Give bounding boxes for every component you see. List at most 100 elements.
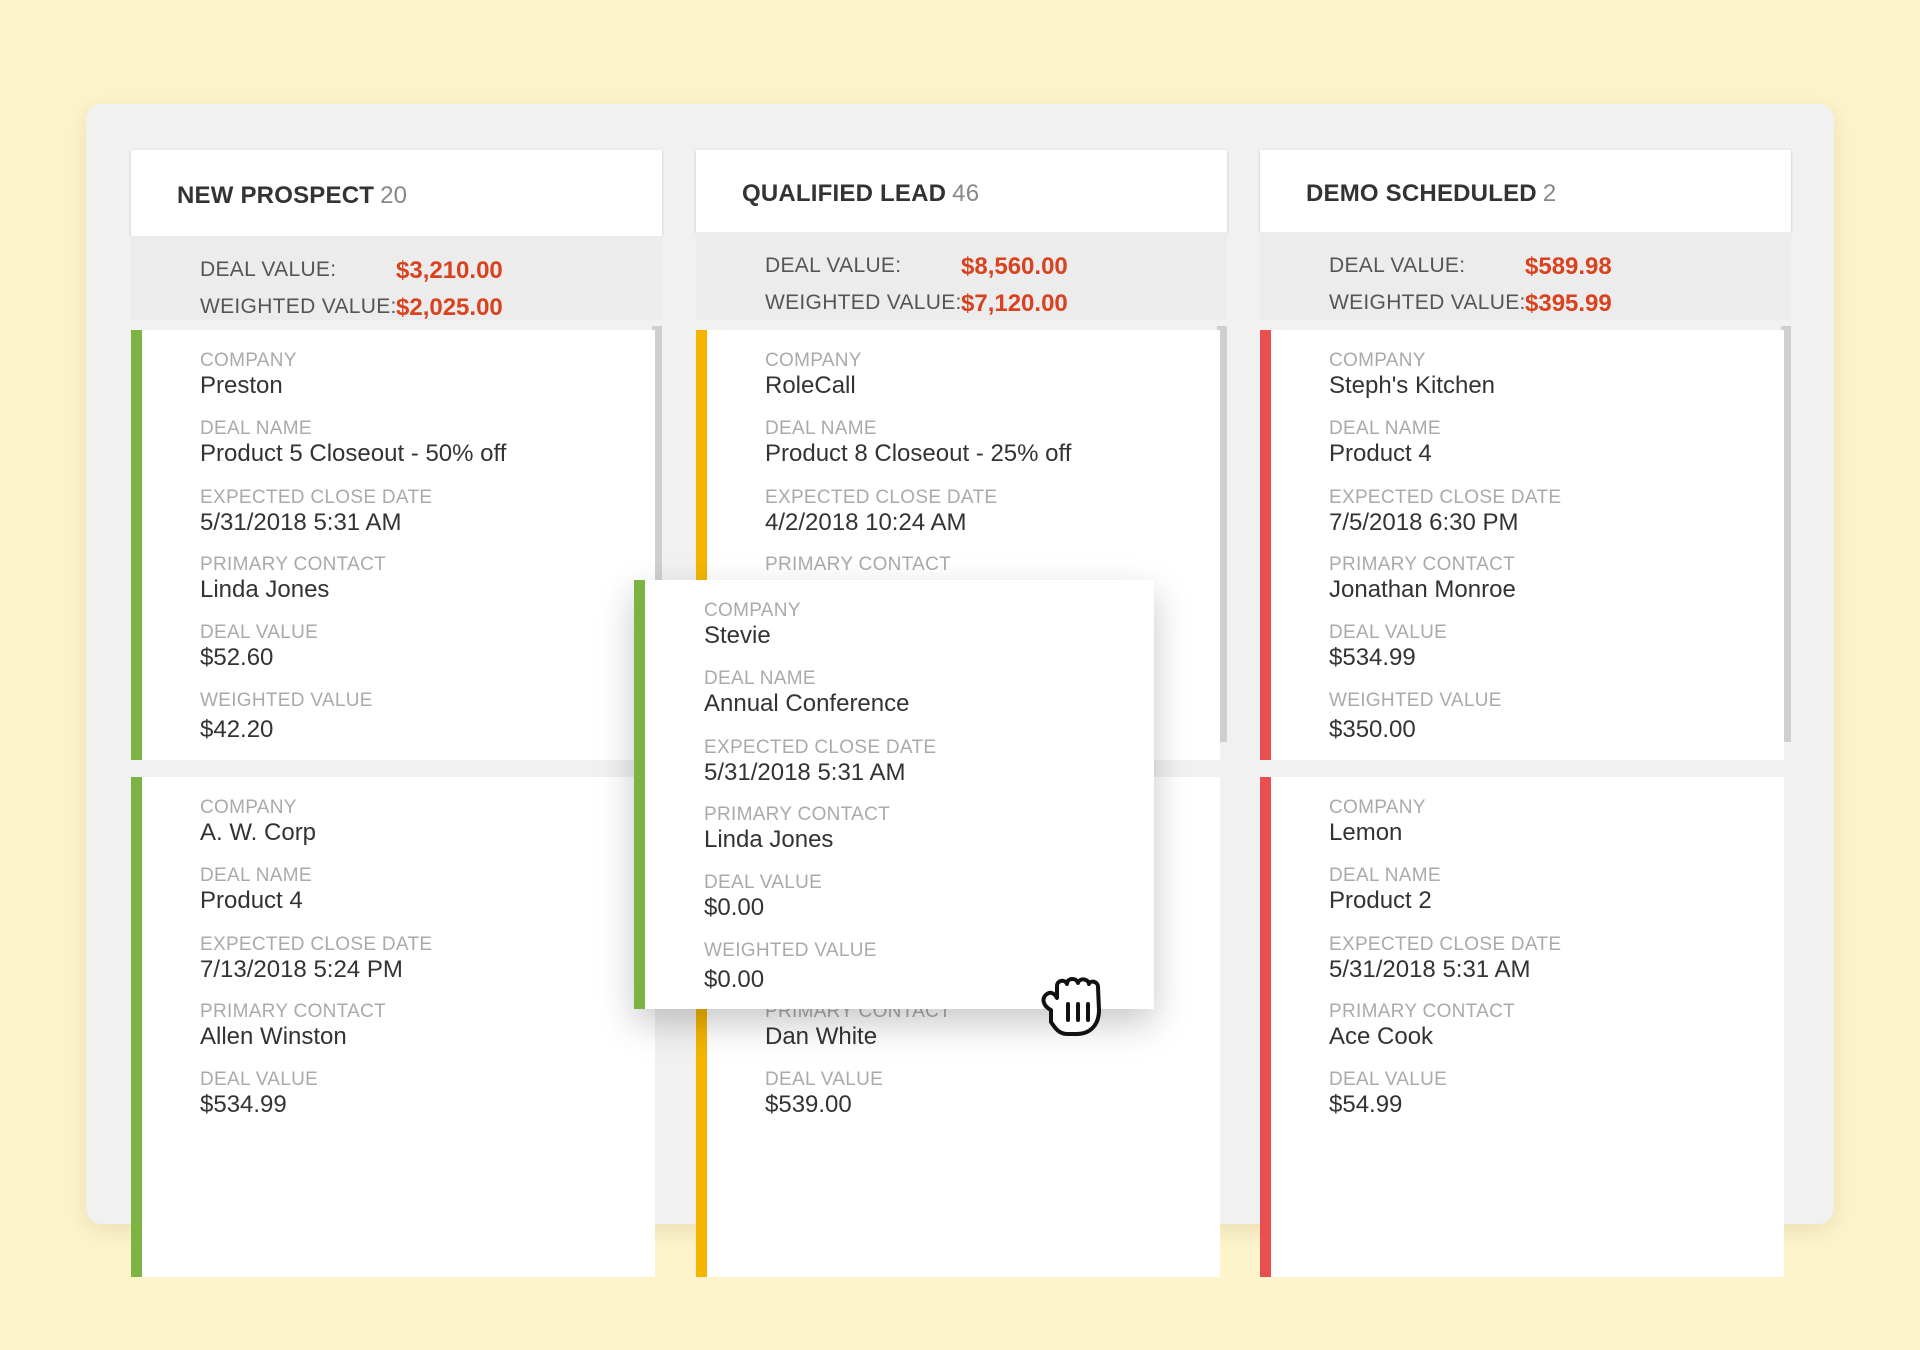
column-header[interactable]: NEW PROSPECT 20 <box>131 150 662 236</box>
close-date-label: EXPECTED CLOSE DATE <box>200 487 433 508</box>
card-deal-value-label: DEAL VALUE <box>704 872 823 893</box>
deal-value-field: DEAL VALUE $534.99 <box>200 1069 318 1119</box>
close-date-label: EXPECTED CLOSE DATE <box>1329 934 1562 955</box>
deal-name-field: DEAL NAME Product 5 Closeout - 50% off <box>200 418 506 468</box>
weighted-value-field: WEIGHTED VALUE $42.20 <box>200 690 373 744</box>
card-deal-value-label: DEAL VALUE <box>200 622 319 643</box>
weighted-value-label: WEIGHTED VALUE: <box>765 291 962 314</box>
close-date-value: 5/31/2018 5:31 AM <box>1329 956 1531 983</box>
company-field: COMPANY A. W. Corp <box>200 797 316 847</box>
company-label: COMPANY <box>1329 350 1426 371</box>
deal-name-field: DEAL NAME Product 4 <box>200 865 312 915</box>
deal-name-field: DEAL NAME Annual Conference <box>704 668 909 718</box>
deal-name-field: DEAL NAME Product 8 Closeout - 25% off <box>765 418 1071 468</box>
deal-name-label: DEAL NAME <box>704 668 816 689</box>
scrollbar[interactable] <box>652 326 662 584</box>
contact-field: PRIMARY CONTACT Linda Jones <box>704 804 890 854</box>
deal-value-field: DEAL VALUE $52.60 <box>200 622 318 672</box>
column-new-prospect: NEW PROSPECT 20 DEAL VALUE: $3,210.00 WEI… <box>131 150 662 1350</box>
contact-label: PRIMARY CONTACT <box>704 804 891 825</box>
close-date-value: 7/13/2018 5:24 PM <box>200 956 403 983</box>
column-count: 2 <box>1542 180 1557 207</box>
card-weighted-value: $42.20 <box>200 716 274 743</box>
close-date-label: EXPECTED CLOSE DATE <box>1329 487 1562 508</box>
company-value: Steph's Kitchen <box>1329 372 1496 399</box>
close-date-field: EXPECTED CLOSE DATE 5/31/2018 5:31 AM <box>200 487 432 537</box>
contact-field: PRIMARY CONTACT Allen Winston <box>200 1001 386 1051</box>
deal-name-label: DEAL NAME <box>200 418 312 439</box>
deal-card[interactable]: COMPANY Steph's Kitchen DEAL NAME Produc… <box>1260 330 1784 760</box>
deal-value-field: DEAL VALUE $0.00 <box>704 872 822 922</box>
weighted-value-amount: $395.99 <box>1525 290 1612 317</box>
company-field: COMPANY Preston <box>200 350 297 400</box>
close-date-value: 7/5/2018 6:30 PM <box>1329 509 1519 536</box>
company-value: Preston <box>200 372 283 399</box>
deal-value-field: DEAL VALUE $539.00 <box>765 1069 883 1119</box>
weighted-value-amount: $2,025.00 <box>396 294 503 321</box>
card-weighted-value: $350.00 <box>1329 716 1416 743</box>
column-title: QUALIFIED LEAD 46 <box>742 180 980 207</box>
close-date-field: EXPECTED CLOSE DATE 5/31/2018 5:31 AM <box>1329 934 1561 984</box>
company-value: A. W. Corp <box>200 819 317 846</box>
status-bar <box>1260 777 1271 1277</box>
card-weighted-value-label: WEIGHTED VALUE <box>704 940 877 961</box>
contact-value: Ace Cook <box>1329 1023 1434 1050</box>
card-weighted-value-label: WEIGHTED VALUE <box>1329 690 1502 711</box>
card-deal-value: $534.99 <box>1329 644 1416 671</box>
deal-card[interactable]: COMPANY Preston DEAL NAME Product 5 Clos… <box>131 330 655 760</box>
close-date-value: 4/2/2018 10:24 AM <box>765 509 967 536</box>
company-value: Stevie <box>704 622 771 649</box>
close-date-value: 5/31/2018 5:31 AM <box>704 759 906 786</box>
contact-label: PRIMARY CONTACT <box>1329 1001 1516 1022</box>
column-header[interactable]: DEMO SCHEDULED 2 <box>1260 150 1791 232</box>
column-title: NEW PROSPECT 20 <box>177 182 408 209</box>
status-bar <box>696 330 707 760</box>
card-deal-value: $54.99 <box>1329 1091 1403 1118</box>
deal-card[interactable]: COMPANY A. W. Corp DEAL NAME Product 4 E… <box>131 777 655 1277</box>
contact-field: PRIMARY CONTACT Linda Jones <box>200 554 386 604</box>
dragged-deal-card[interactable]: COMPANY Stevie DEAL NAME Annual Conferen… <box>634 580 1154 1009</box>
company-label: COMPANY <box>704 600 801 621</box>
deal-name-label: DEAL NAME <box>1329 865 1441 886</box>
deal-value-field: DEAL VALUE $534.99 <box>1329 622 1447 672</box>
weighted-value-amount: $7,120.00 <box>961 290 1068 317</box>
status-bar <box>131 330 142 760</box>
card-deal-value-label: DEAL VALUE <box>765 1069 884 1090</box>
deal-name-value: Product 8 Closeout - 25% off <box>765 440 1072 467</box>
company-label: COMPANY <box>765 350 862 371</box>
status-bar <box>696 777 707 1277</box>
company-field: COMPANY Stevie <box>704 600 801 650</box>
contact-label: PRIMARY CONTACT <box>200 554 387 575</box>
weighted-value-label: WEIGHTED VALUE: <box>200 295 397 318</box>
close-date-label: EXPECTED CLOSE DATE <box>704 737 937 758</box>
weighted-value-field: WEIGHTED VALUE $0.00 <box>704 940 877 994</box>
contact-value: Jonathan Monroe <box>1329 576 1516 603</box>
company-field: COMPANY Steph's Kitchen <box>1329 350 1495 400</box>
card-weighted-value-label: WEIGHTED VALUE <box>200 690 373 711</box>
deal-name-value: Product 4 <box>1329 440 1432 467</box>
close-date-label: EXPECTED CLOSE DATE <box>200 934 433 955</box>
status-bar <box>1260 330 1271 760</box>
close-date-field: EXPECTED CLOSE DATE 7/5/2018 6:30 PM <box>1329 487 1561 537</box>
card-deal-value: $539.00 <box>765 1091 852 1118</box>
company-label: COMPANY <box>1329 797 1426 818</box>
contact-value: Linda Jones <box>704 826 834 853</box>
column-summary: DEAL VALUE: $8,560.00 WEIGHTED VALUE: $7… <box>696 232 1227 320</box>
deal-name-label: DEAL NAME <box>200 865 312 886</box>
deal-name-value: Annual Conference <box>704 690 910 717</box>
contact-value: Dan White <box>765 1023 878 1050</box>
card-deal-value-label: DEAL VALUE <box>1329 622 1448 643</box>
deal-card[interactable]: COMPANY Lemon DEAL NAME Product 2 EXPECT… <box>1260 777 1784 1277</box>
contact-field: PRIMARY CONTACT <box>765 554 951 576</box>
scrollbar[interactable] <box>1781 326 1791 742</box>
card-deal-value: $534.99 <box>200 1091 287 1118</box>
card-deal-value-label: DEAL VALUE <box>200 1069 319 1090</box>
scrollbar[interactable] <box>1217 326 1227 742</box>
weighted-value-label: WEIGHTED VALUE: <box>1329 291 1526 314</box>
close-date-field: EXPECTED CLOSE DATE 7/13/2018 5:24 PM <box>200 934 432 984</box>
column-title: DEMO SCHEDULED 2 <box>1306 180 1557 207</box>
column-header[interactable]: QUALIFIED LEAD 46 <box>696 150 1227 232</box>
column-summary: DEAL VALUE: $3,210.00 WEIGHTED VALUE: $2… <box>131 236 662 321</box>
deal-value-label: DEAL VALUE: <box>1329 254 1466 277</box>
company-label: COMPANY <box>200 797 297 818</box>
